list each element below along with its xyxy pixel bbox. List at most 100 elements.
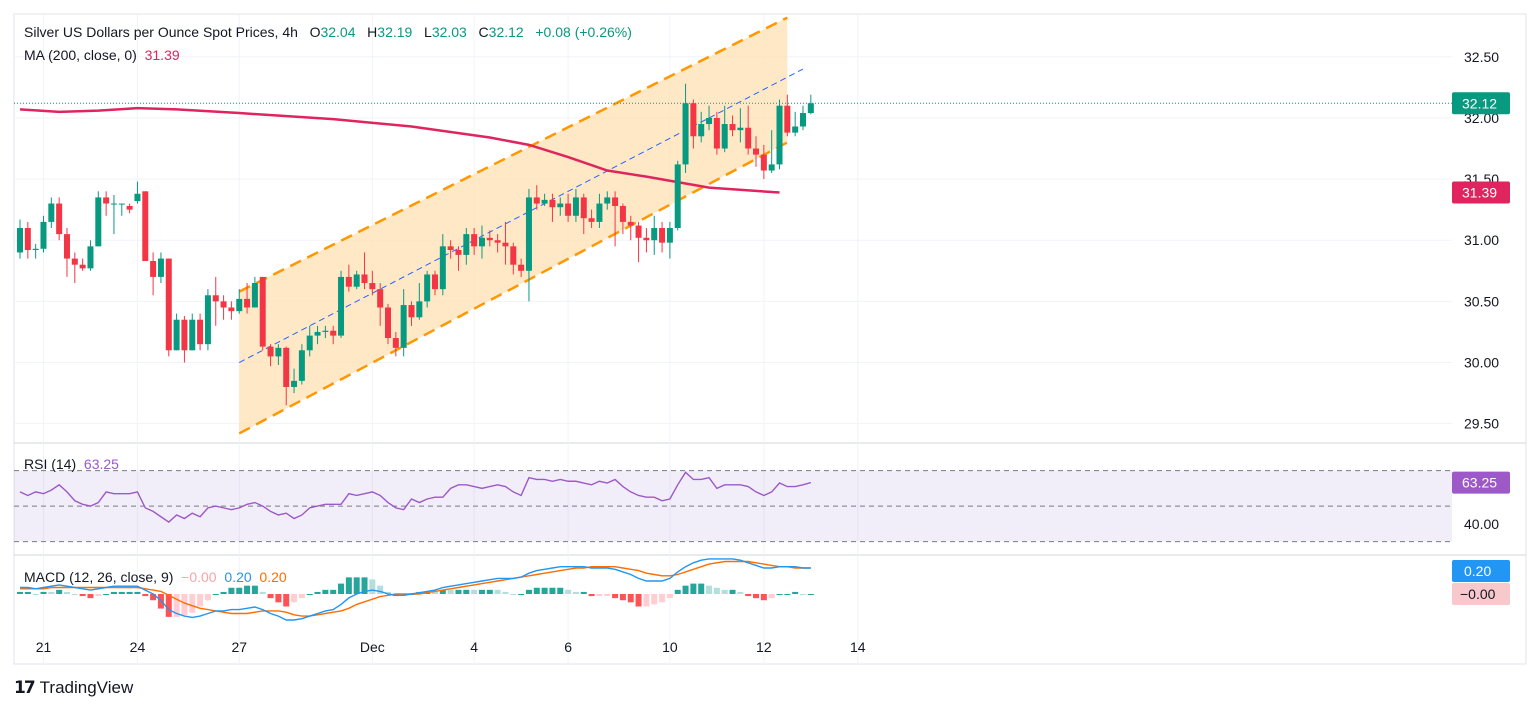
time-axis-label: 21 xyxy=(36,639,52,655)
macd-histogram-bar xyxy=(541,587,548,594)
macd-histogram-bar xyxy=(502,591,509,594)
macd-histogram-bar xyxy=(760,594,767,601)
candle-body xyxy=(330,330,337,336)
candle-body xyxy=(596,203,603,222)
candle-body xyxy=(110,203,117,205)
macd-histogram-bar xyxy=(228,587,235,594)
candle-body xyxy=(541,199,548,204)
macd-histogram-bar xyxy=(674,589,681,594)
macd-histogram-bar xyxy=(619,594,626,601)
candle-body xyxy=(134,193,141,202)
macd-histogram-bar xyxy=(768,594,775,599)
candle-body xyxy=(424,274,431,302)
brand-name: TradingView xyxy=(39,678,134,697)
ma-price-tag-text: 31.39 xyxy=(1462,185,1497,201)
candle-body xyxy=(56,203,63,235)
candle-body xyxy=(95,197,102,247)
candle-body xyxy=(259,276,266,347)
candle-body xyxy=(580,197,587,219)
candle-body xyxy=(635,225,642,238)
candle-body xyxy=(181,319,188,351)
macd-histogram-bar xyxy=(56,589,63,594)
macd-histogram-bar xyxy=(204,594,211,601)
candle-body xyxy=(447,246,454,251)
candle-body xyxy=(792,126,799,133)
macd-histogram-bar xyxy=(588,594,595,597)
candle-body xyxy=(322,330,329,332)
macd-histogram-bar xyxy=(63,591,70,594)
macd-histogram-bar xyxy=(126,591,133,594)
macd-histogram-bar xyxy=(533,587,540,594)
candle-body xyxy=(189,319,196,351)
macd-histogram-bar xyxy=(525,589,532,594)
macd-histogram-bar xyxy=(753,594,760,599)
candle-body xyxy=(776,105,783,165)
candle-body xyxy=(338,276,345,336)
time-axis-label: 27 xyxy=(231,639,247,655)
candle-body xyxy=(666,228,673,243)
last-price-tag xyxy=(1452,92,1510,115)
macd-histogram-bar xyxy=(604,594,611,597)
candle-body xyxy=(142,191,149,262)
candle-body xyxy=(800,113,806,127)
candle-body xyxy=(32,248,39,251)
macd-histogram-bar xyxy=(40,591,47,594)
time-axis-label: 10 xyxy=(662,639,678,655)
macd-histogram-bar xyxy=(181,594,188,615)
candle-body xyxy=(682,103,689,165)
tradingview-brand[interactable]: 𝟭𝟳 TradingView xyxy=(14,678,133,698)
macd-value-tag xyxy=(1452,560,1510,582)
candle-body xyxy=(612,197,619,206)
last-price-tag-text: 32.12 xyxy=(1462,95,1497,111)
macd-histogram-bar xyxy=(110,591,117,594)
candle-body xyxy=(173,319,180,351)
channel-lower-line xyxy=(238,141,788,435)
candle-body xyxy=(690,103,697,137)
candle-body xyxy=(760,154,767,171)
macd-histogram-bar xyxy=(314,591,321,594)
open-value: 32.04 xyxy=(320,24,356,40)
macd-histogram-bar xyxy=(345,577,352,594)
candle-body xyxy=(619,205,626,222)
macd-histogram-bar xyxy=(259,591,266,594)
candle-body xyxy=(753,148,760,155)
candle-body xyxy=(353,274,360,287)
macd-histogram-bar xyxy=(291,594,298,603)
candle-body xyxy=(494,240,501,243)
candle-body xyxy=(63,234,70,259)
candle-body xyxy=(228,307,235,312)
close-value: 32.12 xyxy=(488,24,524,40)
candle-body xyxy=(369,283,376,290)
macd-histogram-bar xyxy=(745,594,752,597)
candle-body xyxy=(510,246,517,265)
macd-histogram-bar xyxy=(306,594,313,595)
macd-histogram-bar xyxy=(471,589,478,594)
macd-histogram-bar xyxy=(189,594,196,613)
tradingview-logo-icon: 𝟭𝟳 xyxy=(14,678,36,697)
ma-legend-value: 31.39 xyxy=(144,47,180,63)
candle-body xyxy=(706,117,713,125)
macd-legend-hist: −0.00 xyxy=(181,569,217,585)
candle-body xyxy=(361,274,368,284)
low-label: L xyxy=(424,24,432,40)
low-value: 32.03 xyxy=(431,24,467,40)
macd-hist-tag-text: −0.00 xyxy=(1460,586,1496,602)
candle-body xyxy=(17,228,23,253)
rsi-legend: RSI (14) 63.25 xyxy=(24,456,119,472)
symbol-legend: Silver US Dollars per Ounce Spot Prices,… xyxy=(24,24,632,40)
macd-histogram-bar xyxy=(478,589,485,594)
macd-histogram-bar xyxy=(236,587,243,594)
macd-line xyxy=(20,558,811,621)
rsi-line xyxy=(19,471,812,523)
rsi-band xyxy=(14,470,1452,542)
price-axis-label: 30.50 xyxy=(1464,293,1499,309)
macd-histogram-bar xyxy=(79,594,86,597)
candle-body xyxy=(627,221,634,226)
candle-body xyxy=(283,347,290,387)
macd-histogram-bar xyxy=(150,594,157,601)
candle-body xyxy=(71,258,78,265)
candle-body xyxy=(345,276,352,287)
candle-body xyxy=(737,127,744,131)
candle-body xyxy=(502,242,509,247)
macd-histogram-bar xyxy=(721,589,728,594)
